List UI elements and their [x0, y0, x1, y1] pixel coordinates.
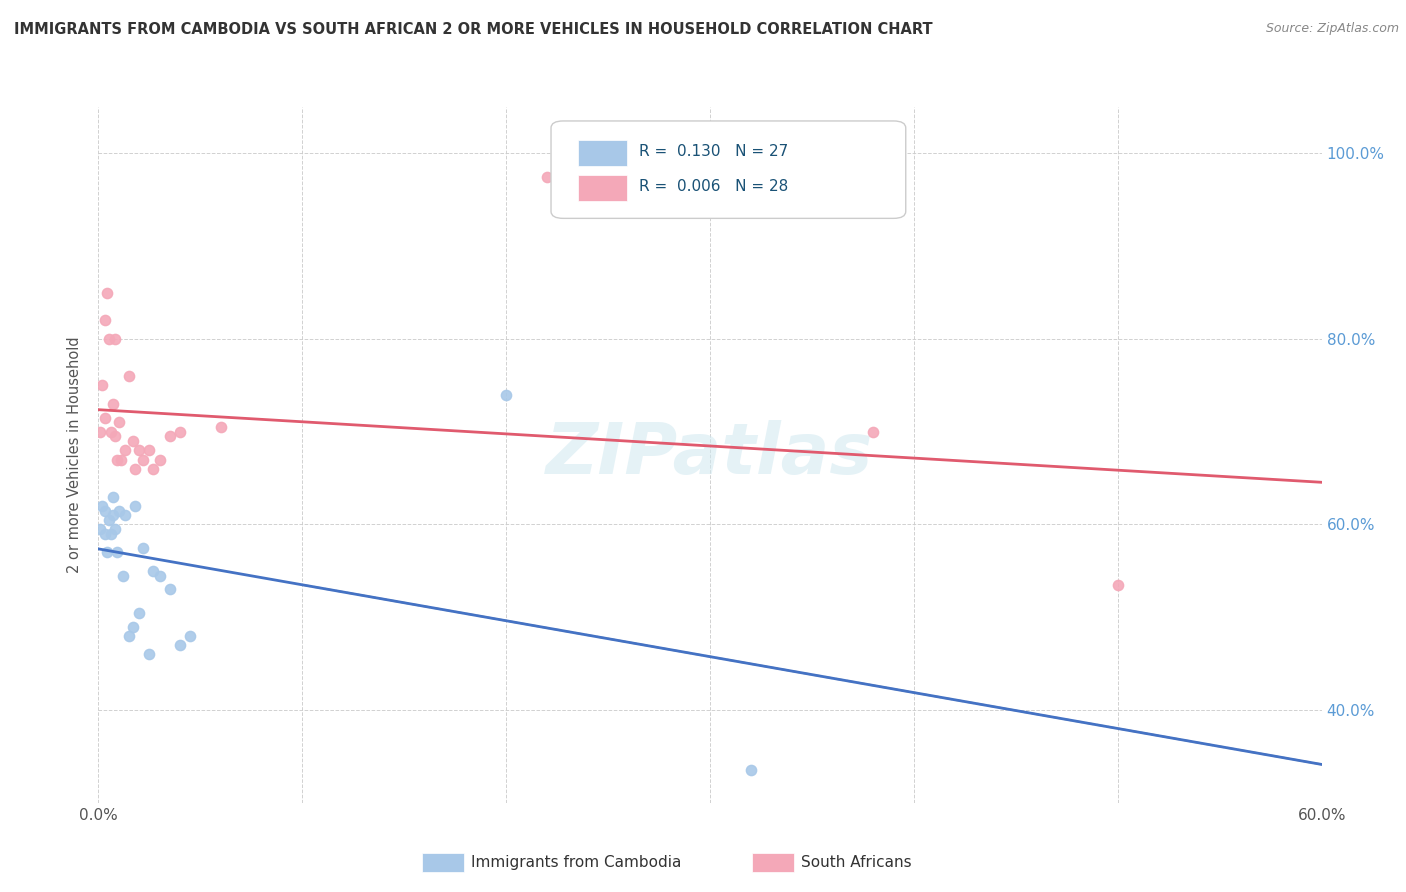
Point [93, 410, 115, 425]
Point [138, 443, 160, 458]
Text: R =  0.130   N = 27: R = 0.130 N = 27 [640, 145, 789, 159]
Point [159, 429, 181, 443]
Point [93, 313, 115, 327]
Point [142, 564, 165, 578]
Point [91, 378, 114, 392]
Point [108, 503, 131, 517]
Point [93, 503, 115, 517]
Text: Source: ZipAtlas.com: Source: ZipAtlas.com [1265, 22, 1399, 36]
Text: IMMIGRANTS FROM CAMBODIA VS SOUTH AFRICAN 2 OR MORE VEHICLES IN HOUSEHOLD CORREL: IMMIGRANTS FROM CAMBODIA VS SOUTH AFRICA… [14, 22, 932, 37]
Point [128, 443, 150, 458]
Point [108, 416, 131, 430]
Point [89, 522, 111, 536]
Point [110, 452, 132, 467]
Point [104, 522, 127, 536]
Text: South Africans: South Africans [801, 855, 912, 870]
FancyBboxPatch shape [578, 140, 627, 166]
Point [159, 582, 181, 597]
Point [114, 443, 136, 458]
Point [1107, 578, 1129, 592]
Point [105, 452, 128, 467]
FancyBboxPatch shape [578, 175, 627, 201]
Point [101, 508, 124, 523]
Point [124, 462, 146, 476]
Text: Immigrants from Cambodia: Immigrants from Cambodia [471, 855, 682, 870]
FancyBboxPatch shape [551, 121, 905, 219]
Point [128, 606, 150, 620]
Point [132, 452, 155, 467]
Point [104, 429, 127, 443]
Y-axis label: 2 or more Vehicles in Household: 2 or more Vehicles in Household [67, 336, 83, 574]
Point [104, 332, 127, 346]
Point [495, 387, 517, 401]
Point [118, 629, 141, 643]
Point [149, 568, 172, 582]
Point [179, 629, 201, 643]
Point [100, 425, 122, 439]
Point [122, 434, 145, 448]
Text: R =  0.006   N = 28: R = 0.006 N = 28 [640, 179, 789, 194]
Point [740, 764, 762, 778]
Point [149, 452, 172, 467]
Point [91, 499, 114, 513]
Point [101, 397, 124, 411]
Point [536, 169, 558, 184]
Point [169, 425, 191, 439]
Point [97, 513, 120, 527]
Point [138, 648, 160, 662]
Point [105, 545, 128, 559]
Point [862, 425, 884, 439]
Text: ZIPatlas: ZIPatlas [547, 420, 873, 490]
Point [100, 526, 122, 541]
Point [122, 619, 145, 633]
Point [89, 425, 111, 439]
Point [124, 499, 146, 513]
Point [169, 638, 191, 652]
Point [96, 285, 118, 300]
Point [111, 568, 134, 582]
Point [114, 508, 136, 523]
Point [96, 545, 118, 559]
Point [118, 369, 141, 384]
Point [132, 541, 155, 555]
Point [93, 526, 115, 541]
Point [142, 462, 165, 476]
Point [209, 420, 232, 434]
Point [97, 332, 120, 346]
Point [101, 490, 124, 504]
